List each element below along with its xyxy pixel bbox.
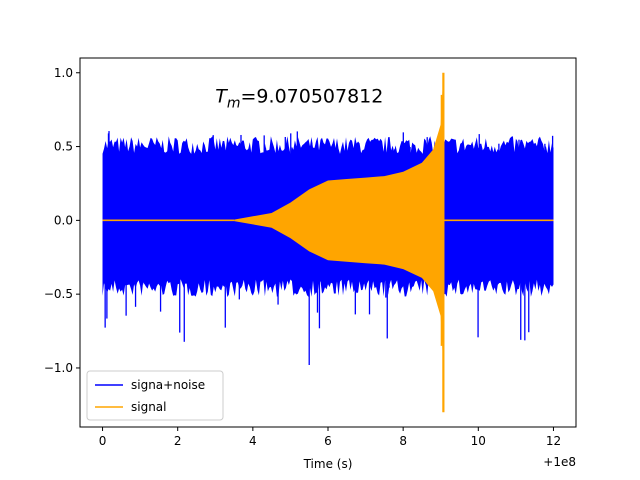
x-tick-label: 6 bbox=[324, 434, 332, 448]
y-tick-label: 1.0 bbox=[54, 66, 73, 80]
legend-label-signal-plus-noise: signa+noise bbox=[131, 378, 205, 392]
x-tick-label: 12 bbox=[546, 434, 561, 448]
annotation-subscript: m bbox=[227, 95, 241, 111]
plot-area bbox=[102, 72, 554, 413]
legend: signa+noise signal bbox=[86, 370, 224, 421]
merger-spike bbox=[440, 72, 445, 413]
y-axis: −1.0 −0.5 0.0 0.5 1.0 bbox=[44, 66, 80, 375]
x-tick-label: 10 bbox=[471, 434, 486, 448]
signal-envelope bbox=[234, 72, 444, 369]
y-tick-label: 0.5 bbox=[54, 140, 73, 154]
x-tick-label: 2 bbox=[174, 434, 182, 448]
x-axis-label: Time (s) bbox=[303, 457, 353, 471]
x-axis-offset-label: +1e8 bbox=[543, 455, 576, 469]
annotation-symbol: T bbox=[215, 85, 228, 107]
merger-time-annotation: Tm=9.070507812 bbox=[215, 85, 383, 111]
x-tick-label: 4 bbox=[249, 434, 257, 448]
legend-label-signal: signal bbox=[131, 400, 167, 414]
y-tick-label: −1.0 bbox=[44, 361, 73, 375]
x-tick-label: 0 bbox=[99, 434, 107, 448]
annotation-value: =9.070507812 bbox=[241, 85, 384, 107]
x-tick-label: 8 bbox=[399, 434, 407, 448]
x-axis: 0 2 4 6 8 10 12 bbox=[99, 427, 561, 448]
y-tick-label: −0.5 bbox=[44, 287, 73, 301]
y-tick-label: 0.0 bbox=[54, 213, 73, 227]
